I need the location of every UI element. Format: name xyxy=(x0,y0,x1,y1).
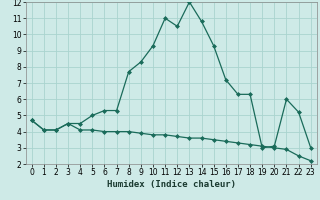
X-axis label: Humidex (Indice chaleur): Humidex (Indice chaleur) xyxy=(107,180,236,189)
